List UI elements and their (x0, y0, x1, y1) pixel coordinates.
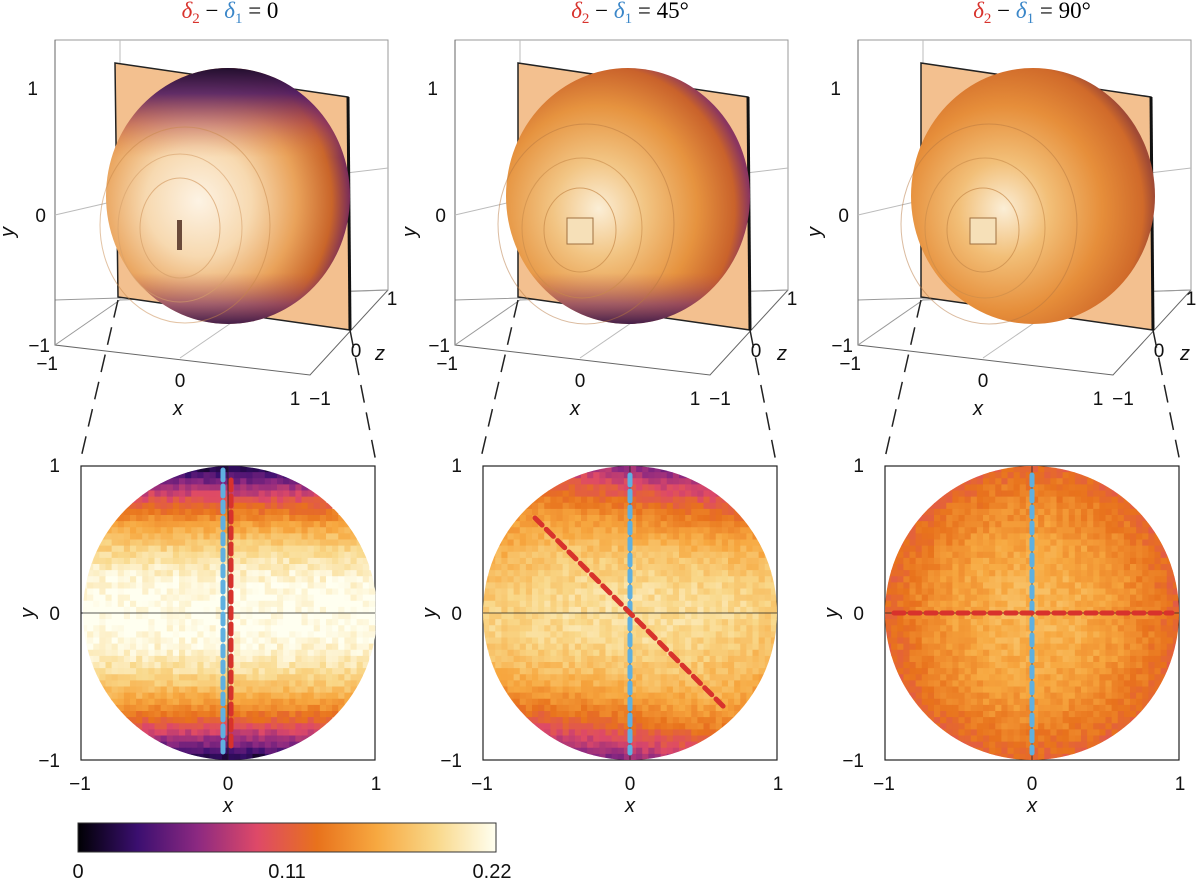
x-axis-label: x (222, 795, 234, 817)
sphere-surface (900, 68, 1155, 325)
x-tick-0: 0 (978, 371, 989, 392)
y-axis-label: y (419, 607, 441, 620)
y-tick-neg1: −1 (428, 336, 450, 357)
y-tick-0: 0 (35, 206, 46, 227)
z-tick-neg1: −1 (1112, 389, 1134, 410)
x-tick-neg1: −1 (36, 354, 58, 375)
slice-map-panel-3 (884, 465, 1180, 761)
y-tick-1: 1 (27, 79, 38, 100)
z-tick-neg1: −1 (709, 389, 731, 410)
z-axis-label: z (374, 343, 385, 365)
y-tick-0: 0 (49, 604, 60, 625)
delta2-line (532, 515, 728, 711)
y-axis-label: y (17, 607, 39, 620)
panel-title-1: δ2 − δ1 = 0 (182, 0, 279, 27)
y-tick-1: 1 (451, 456, 462, 477)
slice-map-panel-1 (80, 465, 376, 761)
sphere-3d-panel-2: 1 0 −1 y −1 0 1 x −1 0 1 z (399, 39, 798, 420)
sphere-3d-panel-3: 1 0 −1 y −1 0 1 x −1 0 1 z (804, 39, 1197, 420)
y-axis-label: y (0, 226, 19, 239)
x-axis-label: x (624, 795, 636, 817)
y-axis-label: y (399, 226, 421, 239)
z-tick-1: 1 (387, 289, 398, 310)
y-tick-neg1: −1 (842, 751, 864, 772)
x-tick-1: 1 (371, 774, 382, 795)
x-tick-0: 0 (575, 371, 586, 392)
x-tick-1: 1 (773, 774, 784, 795)
x-tick-neg1: −1 (873, 774, 895, 795)
panel-title-2: δ2 − δ1 = 45° (571, 0, 689, 27)
colorbar-gradient (77, 822, 497, 853)
svg-text:δ2 − δ1 = 90°: δ2 − δ1 = 90° (973, 0, 1091, 27)
y-tick-1: 1 (853, 456, 864, 477)
x-tick-1: 1 (1175, 774, 1186, 795)
x-tick-0: 0 (223, 774, 234, 795)
slice-axes-1: 1 0 −1 y −1 0 1 x (17, 456, 381, 817)
x-tick-0: 0 (175, 371, 186, 392)
colorbar-tick-0: 0 (72, 861, 83, 883)
x-tick-neg1: −1 (436, 354, 458, 375)
heatmap-pixels (83, 466, 376, 760)
y-tick-0: 0 (451, 604, 462, 625)
x-axis-label: x (972, 398, 984, 420)
z-tick-0: 0 (351, 341, 362, 362)
colorbar-tick-mid: 0.11 (268, 861, 305, 883)
x-axis-label: x (569, 398, 581, 420)
x-axis-label: x (172, 398, 184, 420)
z-axis-label: z (776, 343, 787, 365)
y-tick-neg1: −1 (38, 751, 60, 772)
z-tick-neg1: −1 (309, 389, 331, 410)
x-tick-0: 0 (1027, 774, 1038, 795)
x-tick-1: 1 (290, 389, 301, 410)
x-axis-label: x (1026, 795, 1038, 817)
x-tick-0: 0 (625, 774, 636, 795)
y-tick-neg1: −1 (28, 336, 50, 357)
sphere-3d-panel-1: 1 0 −1 y −1 0 1 x −1 0 1 z (0, 39, 398, 420)
slice-map-panel-2 (482, 465, 778, 761)
colorbar: 0 0.11 0.22 (72, 822, 512, 883)
y-axis-label: y (821, 607, 843, 620)
y-tick-neg1: −1 (831, 336, 853, 357)
svg-text:δ2 − δ1 = 45°: δ2 − δ1 = 45° (571, 0, 689, 27)
y-tick-1: 1 (427, 79, 438, 100)
x-tick-neg1: −1 (69, 774, 91, 795)
y-tick-0: 0 (853, 604, 864, 625)
x-tick-neg1: −1 (471, 774, 493, 795)
heatmap-pixels (885, 466, 1179, 760)
y-tick-0: 0 (838, 206, 849, 227)
zoom-connectors (79, 299, 1181, 463)
x-tick-1: 1 (690, 389, 701, 410)
y-tick-0: 0 (435, 206, 446, 227)
svg-text:δ2 − δ1 = 0: δ2 − δ1 = 0 (182, 0, 279, 27)
slice-axes-2: 1 0 −1 y −1 0 1 x (419, 456, 783, 817)
z-tick-1: 1 (787, 289, 798, 310)
y-axis-label: y (804, 226, 826, 239)
x-tick-1: 1 (1093, 389, 1104, 410)
panel-title-3: δ2 − δ1 = 90° (973, 0, 1091, 27)
sphere-surface (99, 68, 350, 324)
slice-axes-3: 1 0 −1 y −1 0 1 x (821, 456, 1185, 817)
sphere-surface (497, 68, 750, 325)
z-tick-0: 0 (751, 341, 762, 362)
y-tick-1: 1 (830, 79, 841, 100)
z-tick-0: 0 (1154, 341, 1165, 362)
z-axis-label: z (1179, 343, 1190, 365)
z-tick-1: 1 (1186, 289, 1197, 310)
y-tick-1: 1 (49, 456, 60, 477)
colorbar-tick-max: 0.22 (473, 861, 512, 883)
y-tick-neg1: −1 (440, 751, 462, 772)
x-tick-neg1: −1 (839, 354, 861, 375)
